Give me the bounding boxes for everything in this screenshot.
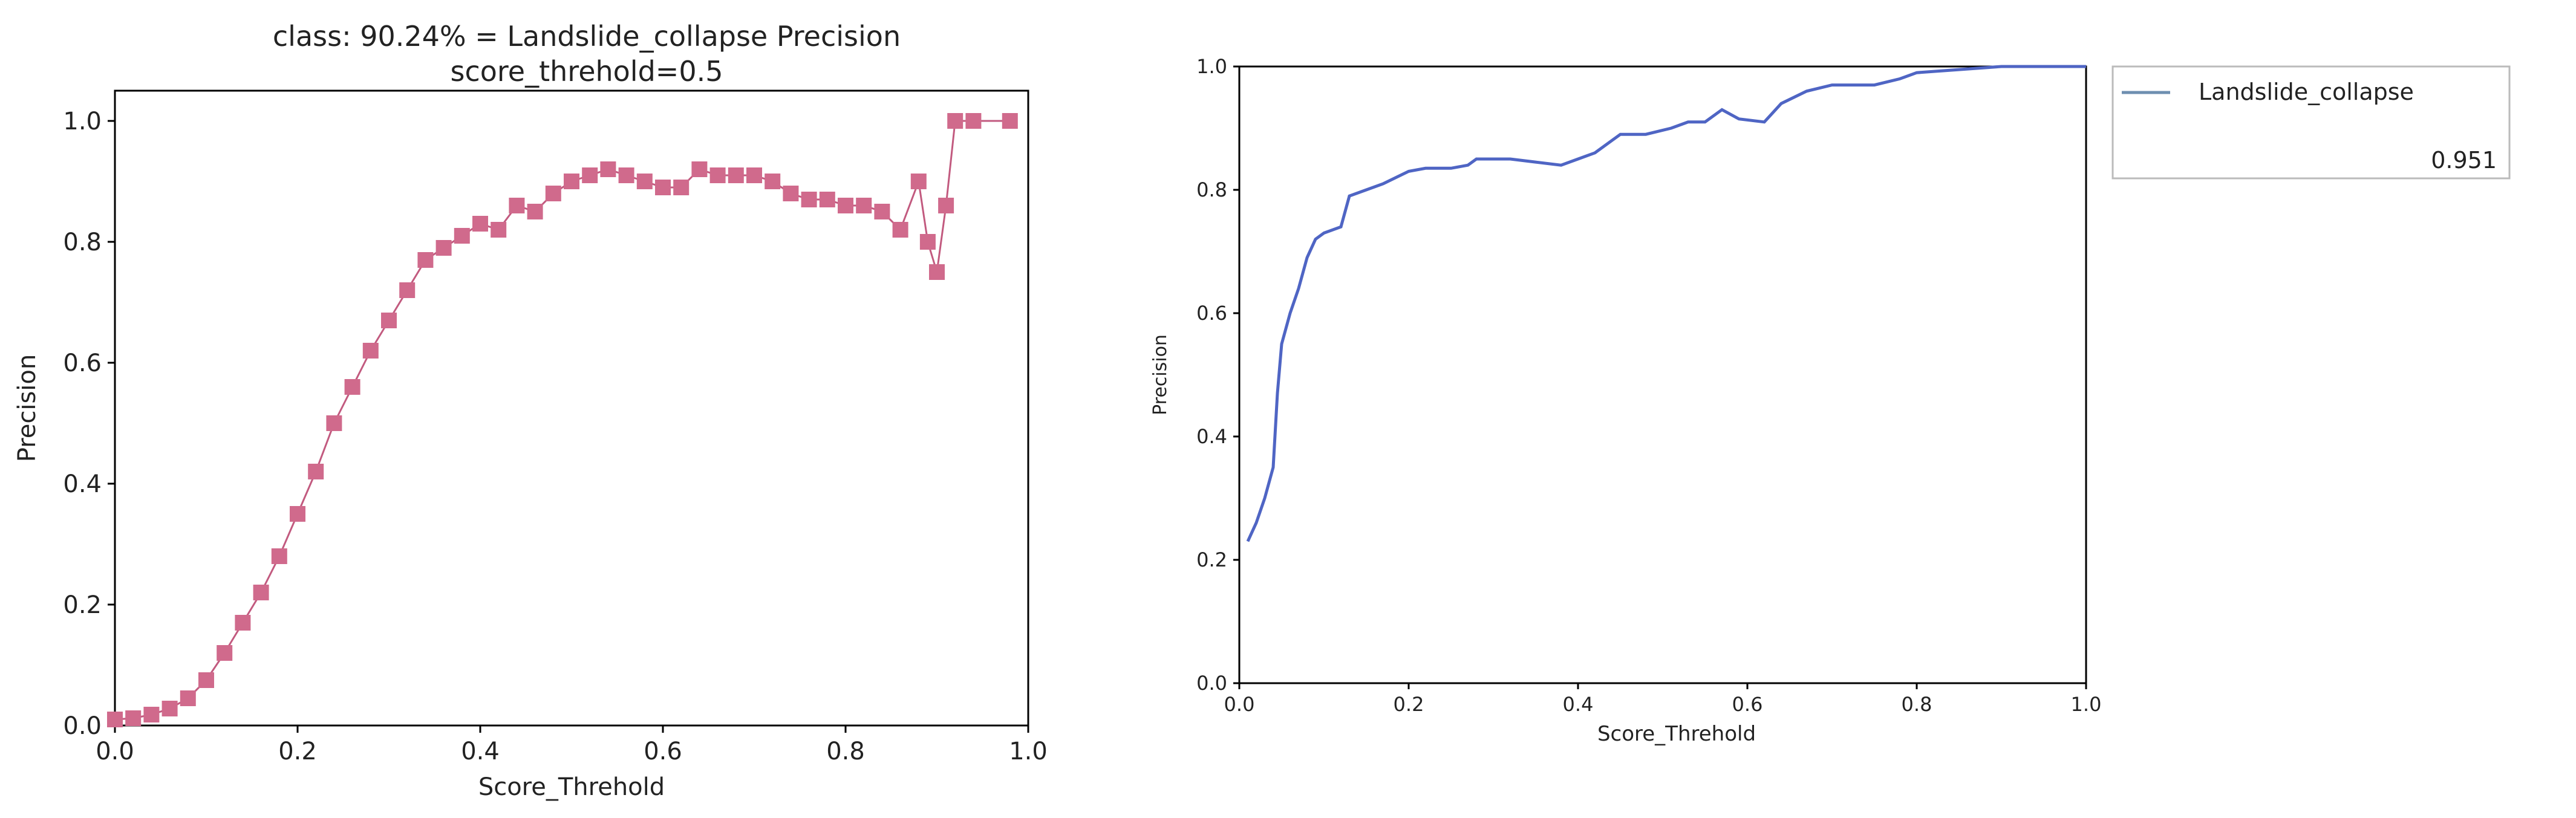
series-line-landslide-collapse — [1246, 65, 2086, 542]
x-tick-label: 0.2 — [1394, 693, 1424, 716]
data-point-marker — [308, 464, 324, 479]
data-point-marker — [326, 415, 342, 431]
data-point-marker — [161, 701, 178, 716]
data-point-marker — [564, 174, 579, 189]
data-point-marker — [709, 167, 726, 183]
data-point-marker — [765, 174, 781, 189]
data-point-marker — [691, 161, 708, 177]
data-point-marker — [344, 379, 360, 395]
data-point-marker — [965, 113, 982, 129]
data-point-marker — [655, 180, 671, 195]
data-point-marker — [399, 282, 416, 298]
data-point-marker — [180, 690, 196, 706]
y-tick-label: 1.0 — [1196, 55, 1227, 78]
data-point-marker — [636, 174, 653, 189]
data-point-marker — [938, 198, 954, 213]
y-axis-label: Precision — [1150, 334, 1171, 415]
data-point-marker — [253, 585, 269, 600]
x-axis-ticks: 0.0 0.2 0.4 0.6 0.8 1.0 — [96, 725, 1048, 765]
data-point-marker — [198, 672, 214, 688]
y-axis-ticks: 0.0 0.2 0.4 0.6 0.8 1.0 — [63, 108, 115, 740]
x-tick-label: 0.8 — [826, 738, 865, 765]
data-point-marker — [454, 228, 470, 244]
data-point-marker — [746, 167, 762, 183]
x-tick-label: 0.8 — [1902, 693, 1932, 716]
y-tick-label: 0.6 — [63, 349, 102, 377]
y-tick-label: 0.0 — [63, 712, 102, 740]
data-point-marker — [673, 180, 690, 195]
y-tick-label: 0.0 — [1196, 672, 1227, 695]
data-point-marker — [801, 192, 817, 207]
chart-title-line1: class: 90.24% = Landslide_collapse Preci… — [273, 20, 901, 53]
data-point-marker — [107, 712, 123, 727]
y-tick-label: 0.6 — [1196, 302, 1227, 325]
precision-scatter-chart: class: 90.24% = Landslide_collapse Preci… — [13, 20, 1048, 801]
data-point-marker — [819, 192, 835, 207]
data-point-marker — [290, 506, 305, 522]
data-point-marker — [125, 710, 142, 726]
y-tick-label: 0.2 — [63, 591, 102, 619]
x-tick-label: 0.6 — [1732, 693, 1763, 716]
data-point-marker — [217, 645, 233, 661]
legend-label: Landslide_collapse — [2199, 79, 2414, 105]
data-point-marker — [874, 204, 890, 219]
series-markers — [107, 113, 1018, 727]
x-tick-label: 0.2 — [278, 738, 317, 765]
legend: Landslide_collapse 0.951 — [2111, 65, 2511, 180]
legend-box — [2111, 65, 2511, 180]
data-point-marker — [838, 198, 853, 213]
data-point-marker — [892, 222, 908, 238]
data-point-marker — [783, 186, 799, 201]
data-point-marker — [417, 252, 434, 268]
x-tick-label: 1.0 — [2071, 693, 2102, 716]
x-tick-label: 0.0 — [1224, 693, 1255, 716]
y-tick-label: 0.4 — [63, 470, 102, 498]
data-point-marker — [618, 167, 634, 183]
data-point-marker — [491, 222, 507, 238]
data-point-marker — [271, 548, 287, 564]
y-tick-label: 0.2 — [1196, 548, 1227, 571]
x-tick-label: 0.6 — [644, 738, 682, 765]
y-axis-ticks: 0.0 0.2 0.4 0.6 0.8 1.0 — [1196, 55, 1239, 695]
data-point-marker — [527, 204, 543, 219]
data-point-marker — [947, 113, 964, 129]
data-point-marker — [1002, 113, 1018, 129]
data-point-marker — [509, 198, 525, 213]
data-point-marker — [362, 343, 379, 359]
y-tick-label: 0.8 — [63, 229, 102, 256]
y-axis-label: Precision — [13, 354, 41, 462]
data-point-marker — [910, 174, 927, 189]
plot-frame — [1238, 65, 2087, 684]
y-tick-label: 0.4 — [1196, 425, 1227, 448]
chart-title-line2: score_threhold=0.5 — [451, 55, 723, 88]
data-point-marker — [381, 313, 397, 328]
data-point-marker — [582, 167, 598, 183]
plot-frame — [114, 89, 1029, 727]
data-point-marker — [919, 234, 936, 250]
data-point-marker — [143, 707, 160, 722]
data-point-marker — [545, 186, 561, 201]
x-tick-label: 0.4 — [1563, 693, 1594, 716]
x-tick-label: 0.0 — [96, 738, 134, 765]
x-axis-ticks: 0.0 0.2 0.4 0.6 0.8 1.0 — [1224, 683, 2102, 716]
data-point-marker — [728, 167, 744, 183]
data-point-marker — [235, 615, 251, 631]
data-point-marker — [600, 161, 616, 177]
precision-line-chart: 0.0 0.2 0.4 0.6 0.8 1.0 0.0 0.2 0.4 0.6 0.8 1.0 Sc… — [1150, 55, 2511, 746]
legend-value: 0.951 — [2431, 147, 2497, 174]
x-axis-label: Score_Threhold — [1597, 722, 1756, 746]
x-tick-label: 0.4 — [461, 738, 500, 765]
y-tick-label: 1.0 — [63, 108, 102, 135]
data-point-marker — [472, 216, 488, 232]
y-tick-label: 0.8 — [1196, 178, 1227, 201]
data-point-marker — [435, 240, 452, 256]
data-point-marker — [929, 264, 945, 280]
data-point-marker — [856, 198, 872, 213]
x-axis-label: Score_Threhold — [478, 773, 665, 801]
x-tick-label: 1.0 — [1009, 738, 1048, 765]
